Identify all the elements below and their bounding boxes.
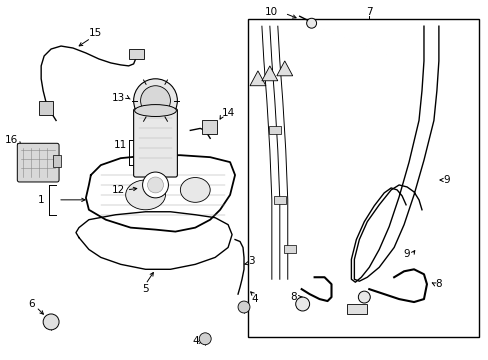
Text: 15: 15 (89, 28, 102, 38)
Text: 9: 9 (403, 249, 409, 260)
Text: 11: 11 (114, 140, 127, 150)
Ellipse shape (180, 177, 210, 202)
Text: 8: 8 (435, 279, 441, 289)
Circle shape (306, 18, 316, 28)
Circle shape (142, 172, 168, 198)
Ellipse shape (134, 105, 176, 117)
Circle shape (358, 291, 369, 303)
Text: 5: 5 (142, 284, 148, 294)
Text: 9: 9 (443, 175, 449, 185)
Text: 14: 14 (221, 108, 234, 117)
Text: 16: 16 (5, 135, 18, 145)
Bar (128, 49, 143, 59)
Polygon shape (262, 66, 277, 81)
Text: 3: 3 (248, 256, 255, 266)
Text: 8: 8 (290, 292, 296, 302)
Circle shape (295, 297, 309, 311)
Text: 2: 2 (137, 140, 143, 150)
Bar (53, 155, 61, 167)
Circle shape (238, 301, 249, 313)
Text: 4: 4 (251, 294, 258, 304)
Bar (268, 126, 280, 134)
Text: 4: 4 (192, 336, 198, 346)
Circle shape (141, 86, 170, 116)
Circle shape (147, 177, 163, 193)
Bar (148, 152, 170, 162)
Circle shape (43, 314, 59, 330)
Polygon shape (276, 61, 292, 76)
Circle shape (133, 79, 177, 122)
FancyBboxPatch shape (17, 143, 59, 182)
Text: 10: 10 (264, 7, 278, 17)
Bar (39, 100, 53, 114)
Text: 1: 1 (38, 195, 44, 205)
Bar (247, 19, 478, 337)
Text: 7: 7 (365, 7, 372, 17)
FancyBboxPatch shape (133, 109, 177, 177)
Polygon shape (249, 71, 265, 86)
Circle shape (199, 333, 211, 345)
Text: 13: 13 (112, 93, 125, 103)
Text: 6: 6 (28, 299, 35, 309)
Text: 12: 12 (112, 185, 125, 195)
Bar (283, 246, 295, 253)
Bar (346, 304, 366, 314)
Ellipse shape (125, 180, 165, 210)
Bar (273, 196, 285, 204)
Bar (202, 121, 217, 134)
